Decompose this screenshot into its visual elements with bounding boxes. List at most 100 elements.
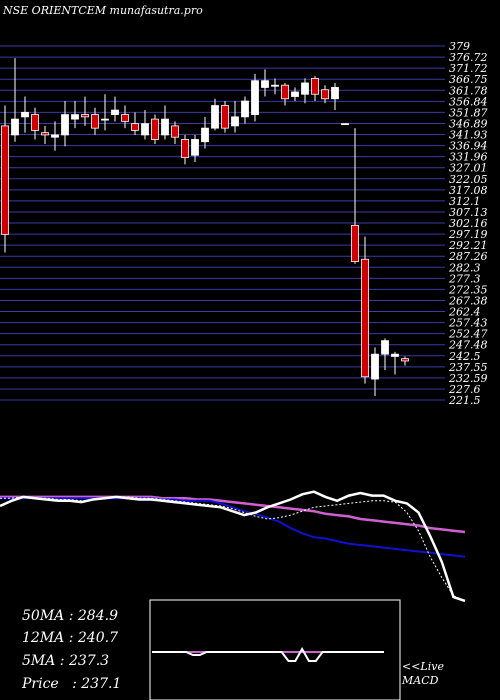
- y-tick-label: 366.75: [449, 73, 488, 86]
- y-tick-label: 341.93: [449, 129, 488, 142]
- macd-panel-frame: [149, 599, 401, 700]
- y-tick-label: 379: [449, 40, 470, 53]
- candle-up: [201, 127, 209, 143]
- candle-up: [101, 118, 109, 121]
- stat-value: 284.9: [77, 608, 118, 624]
- chart-title: NSE ORIENTCEM munafasutra.pro: [3, 4, 203, 17]
- candle-up: [211, 105, 219, 129]
- y-tick-label: 376.72: [449, 51, 488, 64]
- y-tick-label: 242.5: [448, 350, 481, 363]
- candle-up: [291, 91, 299, 97]
- stat-value: 237.1: [81, 676, 122, 692]
- candle-up: [241, 100, 249, 118]
- y-tick-label: 282.3: [448, 261, 481, 274]
- y-tick-label: 257.43: [448, 317, 488, 330]
- macd-live-label: <<Live: [402, 660, 444, 673]
- y-tick-label: 262.4: [448, 306, 481, 319]
- candle-up: [61, 114, 69, 136]
- candle-up: [191, 139, 199, 156]
- candle-up: [71, 114, 79, 120]
- candle-up: [381, 340, 389, 355]
- candle-up: [21, 111, 29, 118]
- y-tick-label: 331.96: [449, 151, 488, 164]
- candle-up: [271, 84, 279, 87]
- stat-label: 12MA: [22, 630, 65, 646]
- candle-down: [351, 224, 359, 262]
- y-tick-label: 252.47: [448, 328, 488, 341]
- candle-down: [91, 114, 99, 129]
- candle-down: [361, 258, 369, 378]
- candle-down: [311, 78, 319, 95]
- y-tick-label: 327.01: [449, 162, 488, 175]
- y-tick-label: 292.21: [448, 239, 488, 252]
- y-tick-label: 361.78: [449, 84, 488, 97]
- y-tick-label: 302.16: [449, 217, 488, 230]
- y-tick-label: 351.87: [449, 106, 488, 119]
- price-line: [0, 490, 466, 603]
- stat-value: 237.3: [68, 653, 110, 669]
- y-tick-label: 272.35: [448, 283, 488, 296]
- y-tick-label: 237.55: [448, 361, 488, 374]
- stat-5ma: 5MA : 237.3: [22, 653, 109, 669]
- candle-up: [231, 116, 239, 127]
- candle-up: [51, 134, 59, 138]
- candle-down: [321, 89, 329, 100]
- stat-price: Price : 237.1: [22, 676, 121, 692]
- stat-label: 5MA: [22, 653, 56, 669]
- stat-label: Price: [22, 676, 59, 692]
- candle-down: [31, 114, 39, 131]
- candle-down: [181, 139, 189, 158]
- candle-up: [11, 118, 19, 136]
- y-tick-label: 307.13: [449, 206, 488, 219]
- y-tick-label: 247.48: [448, 339, 488, 352]
- candle-up: [301, 82, 309, 95]
- y-tick-label: 227.6: [448, 383, 481, 396]
- y-tick-label: 322.05: [449, 173, 488, 186]
- candle-up: [251, 80, 259, 115]
- candle-down: [1, 125, 9, 235]
- y-tick-label: 287.26: [448, 250, 488, 263]
- y-tick-label: 336.94: [449, 140, 488, 153]
- candle-up: [341, 123, 349, 126]
- candle-down: [41, 132, 49, 136]
- candle-up: [371, 353, 379, 380]
- candle-up: [111, 109, 119, 115]
- candle-down: [131, 123, 139, 131]
- candle-down: [401, 358, 409, 362]
- stat-sep: :: [58, 676, 82, 692]
- candle-down: [81, 114, 89, 118]
- candle-down: [221, 105, 229, 129]
- y-tick-label: 221.5: [448, 394, 481, 407]
- y-tick-label: 267.38: [448, 294, 488, 307]
- stat-sep: :: [64, 630, 78, 646]
- y-tick-label: 232.59: [448, 372, 488, 385]
- candle-up: [391, 353, 399, 357]
- stat-label: 50MA: [22, 608, 65, 624]
- stat-12ma: 12MA : 240.7: [22, 630, 118, 646]
- candle-down: [121, 114, 129, 122]
- ma5-line: [0, 496, 466, 602]
- y-tick-label: 317.08: [449, 184, 488, 197]
- y-tick-label: 346.89: [449, 117, 488, 130]
- ma12-line: [0, 497, 466, 558]
- stat-50ma: 50MA : 284.9: [22, 608, 118, 624]
- stat-sep: :: [55, 653, 69, 669]
- y-tick-label: 371.72: [449, 62, 488, 75]
- macd-line: [152, 646, 384, 662]
- y-tick-label: 356.84: [449, 95, 488, 108]
- stat-value: 240.7: [77, 630, 118, 646]
- ma50-line: [0, 495, 466, 534]
- candle-down: [171, 125, 179, 138]
- candle-down: [151, 118, 159, 140]
- y-tick-label: 277.3: [448, 272, 481, 285]
- y-tick-label: 297.19: [448, 228, 488, 241]
- macd-label: MACD: [402, 674, 439, 687]
- candle-up: [141, 123, 149, 136]
- y-tick-label: 312.1: [449, 195, 481, 208]
- candle-up: [261, 80, 269, 88]
- candle-up: [331, 87, 339, 100]
- candle-down: [281, 84, 289, 100]
- candle-up: [161, 118, 169, 136]
